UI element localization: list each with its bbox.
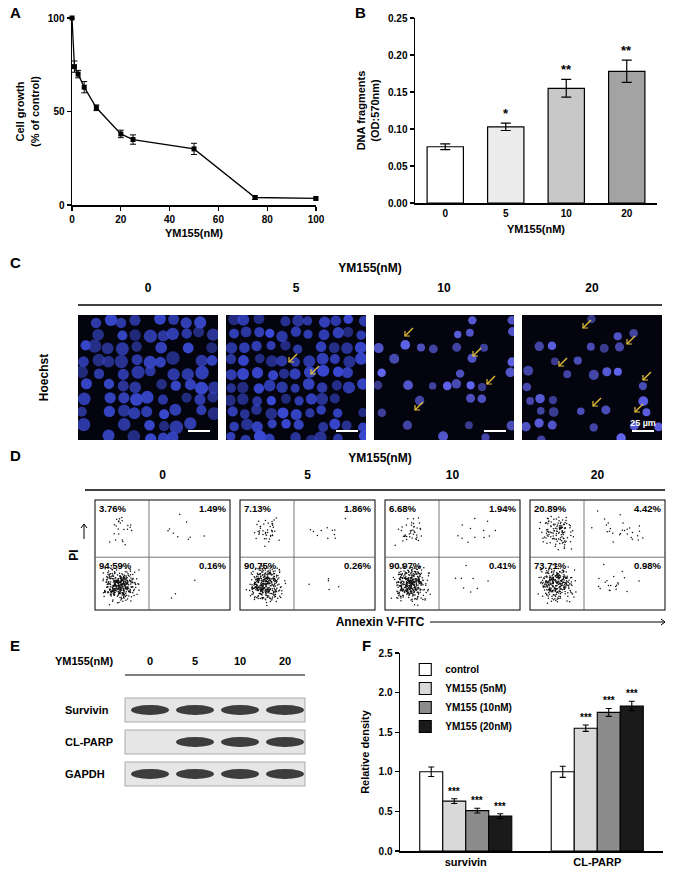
svg-text:0: 0 [442,208,448,219]
svg-text:1.0: 1.0 [379,766,393,777]
svg-text:0: 0 [159,468,166,482]
svg-text:90.75%: 90.75% [244,560,277,571]
svg-text:5: 5 [293,281,300,295]
svg-text:0.26%: 0.26% [344,560,371,571]
svg-text:0.05: 0.05 [388,161,408,172]
svg-text:0.25: 0.25 [388,13,408,24]
svg-text:0: 0 [147,655,153,667]
html-text:C: C [10,254,21,271]
svg-text:control: control [445,664,479,675]
svg-text:**: ** [621,43,632,58]
svg-text:4.42%: 4.42% [634,503,661,514]
svg-text:0.41%: 0.41% [489,560,516,571]
svg-text:0.20: 0.20 [388,50,408,61]
svg-text:100: 100 [308,214,325,225]
svg-text:20: 20 [115,214,127,225]
svg-text:50: 50 [53,106,65,117]
svg-text:1.49%: 1.49% [199,503,226,514]
svg-text:5: 5 [503,208,509,219]
svg-text:5: 5 [304,468,311,482]
svg-text:25 µm: 25 µm [630,418,656,428]
svg-text:0.10: 0.10 [388,124,408,135]
svg-text:***: *** [494,801,506,812]
svg-text:CL-PARP: CL-PARP [573,856,621,868]
svg-text:***: *** [580,712,592,723]
svg-text:40: 40 [164,214,176,225]
svg-text:0: 0 [69,214,75,225]
svg-text:0.16%: 0.16% [199,560,226,571]
svg-text:0.5: 0.5 [379,806,393,817]
svg-text:PI: PI [67,549,81,560]
svg-text:Cell growth(% of control): Cell growth(% of control) [14,76,40,147]
svg-text:10: 10 [446,468,460,482]
svg-text:0.15: 0.15 [388,87,408,98]
svg-text:7.13%: 7.13% [244,503,271,514]
svg-text:73.71%: 73.71% [534,560,567,571]
svg-text:Relative density: Relative density [359,709,371,794]
svg-text:20: 20 [585,281,599,295]
svg-text:20: 20 [591,468,605,482]
svg-text:6.68%: 6.68% [389,503,416,514]
svg-text:10: 10 [234,655,246,667]
svg-text:YM155(nM): YM155(nM) [348,451,411,465]
svg-text:YM155 (20nM): YM155 (20nM) [445,721,512,732]
svg-text:2.5: 2.5 [379,648,393,659]
svg-text:YM155(nM): YM155(nM) [507,223,565,235]
svg-text:Survivin: Survivin [65,704,109,716]
svg-text:20.89%: 20.89% [534,503,567,514]
svg-text:***: *** [626,688,638,699]
svg-text:10: 10 [437,281,451,295]
svg-text:YM155 (10nM): YM155 (10nM) [445,702,512,713]
svg-text:1.5: 1.5 [379,727,393,738]
svg-text:0: 0 [145,281,152,295]
html-text:D: D [10,447,21,464]
svg-text:3.76%: 3.76% [99,503,126,514]
svg-text:*: * [503,106,509,121]
html-text:E: E [10,637,20,654]
svg-text:survivin: survivin [445,856,487,868]
svg-text:80: 80 [262,214,274,225]
html-text:B: B [355,4,366,21]
svg-text:0.0: 0.0 [379,846,393,857]
svg-text:94.59%: 94.59% [99,560,132,571]
svg-text:***: *** [471,795,483,806]
svg-text:10: 10 [561,208,573,219]
svg-text:60: 60 [213,214,225,225]
svg-text:90.97%: 90.97% [389,560,422,571]
svg-text:1.94%: 1.94% [489,503,516,514]
svg-text:YM155(nM): YM155(nM) [338,261,401,275]
svg-text:100: 100 [48,13,65,24]
svg-text:YM155 (5nM): YM155 (5nM) [445,683,506,694]
svg-text:2.0: 2.0 [379,687,393,698]
svg-text:DNA fragments(OD:570nm): DNA fragments(OD:570nm) [355,71,381,151]
svg-text:YM155(nM): YM155(nM) [165,227,223,239]
svg-text:20: 20 [279,655,291,667]
svg-text:1.86%: 1.86% [344,503,371,514]
svg-text:GAPDH: GAPDH [65,768,105,780]
html-text:F: F [362,637,372,654]
svg-text:Hoechst: Hoechst [37,354,51,401]
html-text:A: A [10,4,21,21]
svg-text:YM155(nM): YM155(nM) [55,655,113,667]
svg-text:0: 0 [59,200,65,211]
svg-text:***: *** [448,786,460,797]
svg-text:Annexin V-FITC: Annexin V-FITC [336,615,425,629]
svg-text:**: ** [561,62,572,77]
svg-text:0.00: 0.00 [388,198,408,209]
svg-text:20: 20 [621,208,633,219]
svg-text:CL-PARP: CL-PARP [65,736,113,748]
svg-text:5: 5 [192,655,198,667]
svg-text:***: *** [603,695,615,706]
svg-text:0.98%: 0.98% [634,560,661,571]
